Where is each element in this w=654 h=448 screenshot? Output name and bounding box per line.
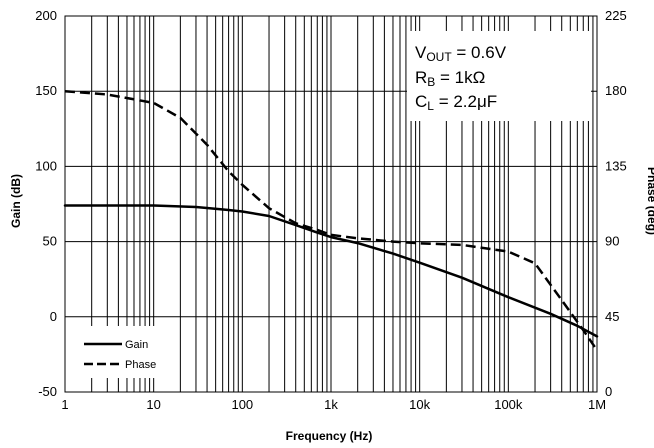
right-y-axis-title: Phase (deg)	[645, 167, 654, 235]
right-y-tick-label: 225	[605, 8, 627, 23]
annotation-cl: CL = 2.2μF	[415, 92, 497, 113]
series-layer	[63, 89, 599, 351]
annotation-vout: VOUT = 0.6V	[415, 43, 507, 64]
left-y-tick-label: 200	[35, 8, 57, 23]
series-gain-line	[63, 204, 599, 338]
right-y-tick-label: 135	[605, 158, 627, 173]
x-tick-label: 1k	[324, 397, 338, 412]
left-y-axis-title: Gain (dB)	[9, 174, 23, 228]
right-y-tick-label: 180	[605, 83, 627, 98]
tick-labels: 1 10 100 1k 10k 100k 1M -50 0 50 100 150 200 0 45 90 135…	[35, 8, 626, 412]
left-y-tick-label: 50	[43, 234, 57, 249]
x-tick-label: 10	[146, 397, 160, 412]
left-y-tick-label: -50	[38, 384, 57, 399]
legend-phase-label: Phase	[125, 359, 156, 371]
x-tick-label: 100	[231, 397, 253, 412]
annotation-box	[407, 31, 591, 121]
x-tick-label: 1M	[588, 397, 606, 412]
legend: Gain Phase	[66, 326, 178, 378]
x-tick-label: 10k	[409, 397, 430, 412]
grid	[64, 15, 597, 393]
x-tick-label: 1	[61, 397, 68, 412]
right-y-tick-label: 45	[605, 309, 619, 324]
left-y-tick-label: 100	[35, 158, 57, 173]
annotation-rb: RB = 1kΩ	[415, 68, 485, 89]
left-y-tick-label: 150	[35, 83, 57, 98]
x-axis-title: Frequency (Hz)	[286, 429, 373, 443]
series-phase-line	[64, 89, 599, 351]
x-tick-label: 100k	[494, 397, 523, 412]
right-y-tick-label: 0	[605, 384, 612, 399]
plot-area-frame	[64, 15, 598, 393]
legend-box	[66, 326, 178, 378]
conditions-annotation: VOUT = 0.6V RB = 1kΩ CL = 2.2μF	[407, 31, 591, 121]
legend-gain-label: Gain	[125, 339, 148, 351]
left-y-tick-label: 0	[50, 309, 57, 324]
right-y-tick-label: 90	[605, 234, 619, 249]
